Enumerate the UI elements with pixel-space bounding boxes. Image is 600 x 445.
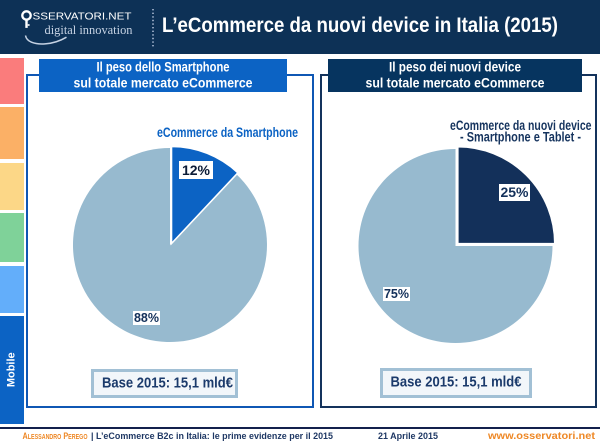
svg-text:Il peso dei nuovi device: Il peso dei nuovi device bbox=[389, 60, 521, 75]
svg-text:sul totale mercato eCommerce: sul totale mercato eCommerce bbox=[366, 76, 545, 91]
svg-text:Il peso dello Smartphone: Il peso dello Smartphone bbox=[97, 60, 230, 75]
svg-text:Alessandro Perego: Alessandro Perego bbox=[23, 431, 88, 442]
svg-text:Base 2015: 15,1 mld€: Base 2015: 15,1 mld€ bbox=[102, 375, 233, 391]
svg-text:eCommerce da nuovi device: eCommerce da nuovi device bbox=[450, 118, 592, 133]
svg-text:| L’eCommerce B2c in Italia: l: | L’eCommerce B2c in Italia: le prime ev… bbox=[91, 431, 334, 442]
svg-text:Base 2015: 15,1 mld€: Base 2015: 15,1 mld€ bbox=[391, 374, 522, 390]
svg-text:SSERVATORI.NET: SSERVATORI.NET bbox=[33, 11, 132, 22]
svg-text:L’eCommerce da nuovi device in: L’eCommerce da nuovi device in Italia (2… bbox=[162, 14, 558, 37]
svg-text:- Smartphone e Tablet -: - Smartphone e Tablet - bbox=[460, 130, 581, 145]
svg-text:eCommerce da Smartphone: eCommerce da Smartphone bbox=[157, 125, 298, 140]
svg-text:www.osservatori.net: www.osservatori.net bbox=[487, 430, 596, 442]
svg-text:sul totale mercato eCommerce: sul totale mercato eCommerce bbox=[74, 76, 253, 91]
svg-text:digital innovation: digital innovation bbox=[45, 23, 134, 37]
svg-text:21 Aprile 2015: 21 Aprile 2015 bbox=[378, 431, 439, 442]
